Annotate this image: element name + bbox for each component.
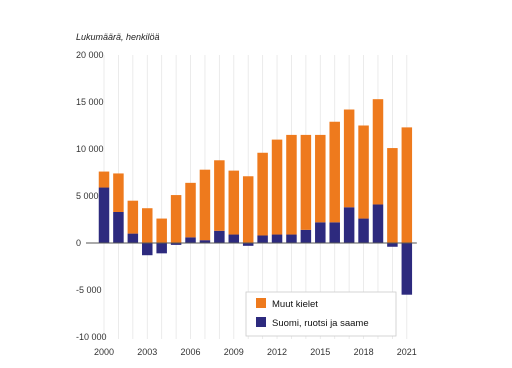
y-tick-label: 20 000 xyxy=(76,50,104,60)
bar-muut-kielet-2005 xyxy=(170,195,182,243)
y-tick-label: -5 000 xyxy=(76,285,102,295)
bar-suomi-ruotsi-saame-2021 xyxy=(401,243,413,295)
bar-muut-kielet-2011 xyxy=(257,152,268,236)
x-tick-label: 2003 xyxy=(137,347,157,357)
bar-suomi-ruotsi-saame-2015 xyxy=(315,222,326,243)
x-tick-label: 2009 xyxy=(224,347,244,357)
bar-muut-kielet-2018 xyxy=(358,125,369,219)
x-axis-ticks: 2000 2003 2006 2009 2012 2015 2018 2021 xyxy=(94,347,417,357)
legend-swatch-muut-kielet xyxy=(256,298,266,308)
bar-muut-kielet-2004 xyxy=(156,218,167,243)
x-tick-label: 2006 xyxy=(180,347,200,357)
bar-suomi-ruotsi-saame-2018 xyxy=(358,218,369,243)
x-tick-label: 2021 xyxy=(397,347,417,357)
bar-suomi-ruotsi-saame-2017 xyxy=(343,207,355,243)
legend-box xyxy=(245,291,397,337)
bar-muut-kielet-2006 xyxy=(185,182,196,238)
bar-muut-kielet-2003 xyxy=(142,208,153,243)
bar-suomi-ruotsi-saame-2006 xyxy=(185,237,196,243)
legend-label-muut-kielet: Muut kielet xyxy=(272,299,318,310)
legend: Muut kielet Suomi, ruotsi ja saame xyxy=(245,291,397,337)
bar-suomi-ruotsi-saame-2019 xyxy=(372,204,384,243)
bar-muut-kielet-2016 xyxy=(329,121,340,223)
y-tick-label: 10 000 xyxy=(76,144,104,154)
bar-muut-kielet-2013 xyxy=(286,134,297,235)
bar-muut-kielet-2000 xyxy=(98,171,110,188)
bar-suomi-ruotsi-saame-2008 xyxy=(214,230,225,243)
bar-suomi-ruotsi-saame-2014 xyxy=(300,229,312,243)
bar-suomi-ruotsi-saame-2000 xyxy=(98,187,110,243)
bar-suomi-ruotsi-saame-2012 xyxy=(271,234,283,243)
bar-muut-kielet-2010 xyxy=(242,176,254,243)
bar-muut-kielet-2002 xyxy=(127,200,139,234)
y-tick-label: 5 000 xyxy=(76,191,99,201)
x-tick-label: 2018 xyxy=(354,347,374,357)
bar-muut-kielet-2015 xyxy=(315,134,326,223)
bar-muut-kielet-2019 xyxy=(372,99,384,205)
bar-muut-kielet-2007 xyxy=(199,169,211,241)
bar-muut-kielet-2008 xyxy=(214,160,225,231)
y-tick-label: 0 xyxy=(76,238,81,248)
y-tick-label: -10 000 xyxy=(76,332,107,342)
bar-suomi-ruotsi-saame-2004 xyxy=(156,243,167,254)
bar-suomi-ruotsi-saame-2020 xyxy=(387,243,398,247)
bars xyxy=(98,99,413,295)
legend-swatch-suomi-ruotsi-saame xyxy=(256,317,266,327)
bar-suomi-ruotsi-saame-2001 xyxy=(113,211,124,243)
bar-muut-kielet-2021 xyxy=(401,127,413,243)
legend-label-suomi-ruotsi-saame: Suomi, ruotsi ja saame xyxy=(272,318,369,329)
bar-suomi-ruotsi-saame-2009 xyxy=(228,234,240,243)
y-axis-ticks: 20 000 15 000 10 000 5 000 0 -5 000 -10 000 xyxy=(76,50,107,342)
bar-suomi-ruotsi-saame-2002 xyxy=(127,233,139,243)
bar-muut-kielet-2014 xyxy=(300,134,312,230)
bar-suomi-ruotsi-saame-2011 xyxy=(257,235,268,243)
y-tick-label: 15 000 xyxy=(76,97,104,107)
bar-suomi-ruotsi-saame-2003 xyxy=(142,243,153,256)
bar-suomi-ruotsi-saame-2007 xyxy=(199,240,211,243)
bar-muut-kielet-2020 xyxy=(387,148,398,243)
x-tick-label: 2000 xyxy=(94,347,114,357)
bar-muut-kielet-2001 xyxy=(113,173,124,212)
bar-suomi-ruotsi-saame-2010 xyxy=(242,243,254,246)
y-unit-label: Lukumäärä, henkilöä xyxy=(76,32,160,42)
bar-muut-kielet-2012 xyxy=(271,139,283,235)
bar-suomi-ruotsi-saame-2013 xyxy=(286,234,297,243)
x-tick-label: 2015 xyxy=(310,347,330,357)
bar-suomi-ruotsi-saame-2016 xyxy=(329,222,340,243)
x-tick-label: 2012 xyxy=(267,347,287,357)
bar-muut-kielet-2017 xyxy=(343,109,355,208)
bar-suomi-ruotsi-saame-2005 xyxy=(170,243,182,245)
bar-muut-kielet-2009 xyxy=(228,170,240,235)
